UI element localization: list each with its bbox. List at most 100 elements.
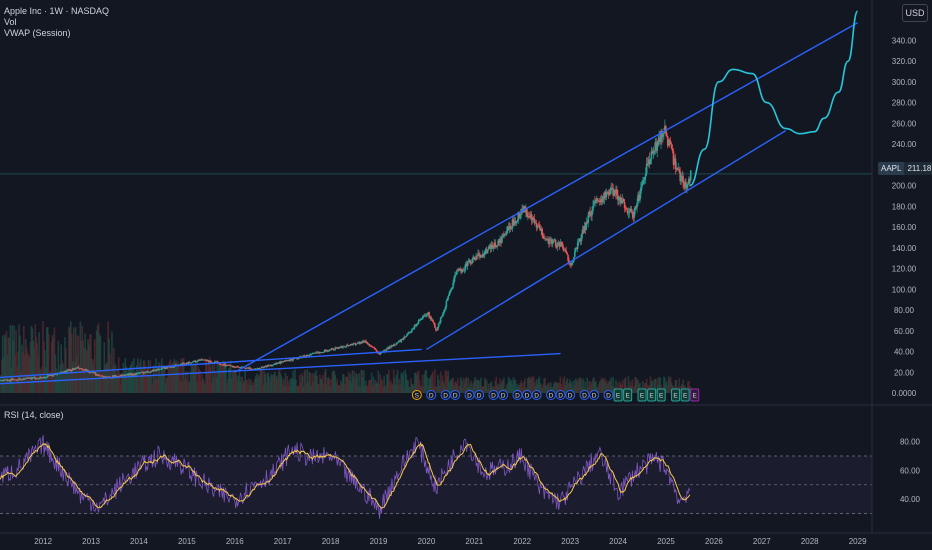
candle-body <box>585 222 588 230</box>
candle-body <box>672 151 675 165</box>
volume-bar <box>342 374 344 393</box>
volume-bar <box>48 374 51 393</box>
volume-bar <box>206 363 208 393</box>
volume-bar <box>321 378 323 393</box>
candle-body <box>283 360 286 362</box>
time-tick-label: 2012 <box>34 537 52 546</box>
candle-body <box>208 360 211 363</box>
projection-path[interactable] <box>689 10 859 187</box>
earnings-marker[interactable] <box>623 388 633 402</box>
dividend-marker[interactable] <box>589 390 600 400</box>
volume-bar <box>688 386 691 393</box>
dividend-marker[interactable] <box>603 390 614 400</box>
candle-body <box>668 140 671 142</box>
volume-bar <box>549 387 551 393</box>
dividend-marker[interactable] <box>488 390 499 400</box>
volume-bar <box>154 379 156 393</box>
volume-bar <box>446 376 449 393</box>
candle-body <box>164 366 167 369</box>
price-tick-label: 0.0000 <box>892 389 917 398</box>
candle-body <box>265 365 268 367</box>
volume-bar <box>349 373 352 393</box>
earnings-marker[interactable] <box>613 388 623 402</box>
candle-body <box>16 379 18 381</box>
dividend-marker[interactable] <box>464 390 475 400</box>
earnings-marker[interactable] <box>680 388 690 402</box>
volume-bar <box>114 365 117 393</box>
dividend-marker[interactable] <box>555 390 566 400</box>
candle-body <box>492 247 495 249</box>
symbol-title[interactable]: Apple Inc · 1W · NASDAQ <box>4 6 110 16</box>
candle-body <box>231 365 234 368</box>
dividend-marker[interactable] <box>545 390 556 400</box>
vwap-legend[interactable]: VWAP (Session) <box>4 28 71 38</box>
earnings-marker[interactable] <box>690 388 700 402</box>
dividend-marker[interactable] <box>579 390 590 400</box>
candle-body <box>46 375 49 377</box>
volume-bar <box>427 385 429 393</box>
trendline[interactable] <box>234 22 858 373</box>
volume-legend[interactable]: Vol <box>4 17 17 27</box>
dividend-marker[interactable] <box>450 390 461 400</box>
dividend-marker[interactable] <box>426 390 437 400</box>
candle-body <box>266 365 268 367</box>
volume-bar <box>415 374 418 393</box>
price-tick-label: 220.00 <box>892 161 917 170</box>
candle-body <box>391 345 394 347</box>
split-marker[interactable] <box>411 390 422 400</box>
volume-bar <box>202 378 204 393</box>
trendline[interactable] <box>0 348 422 379</box>
candle-body <box>621 199 624 200</box>
candle-body <box>129 373 131 375</box>
trendline[interactable] <box>0 352 561 385</box>
candle-body <box>551 241 554 244</box>
trendline[interactable] <box>426 130 787 351</box>
projection-curve[interactable] <box>689 10 859 187</box>
candle-body <box>579 238 582 242</box>
candle-body <box>482 253 485 256</box>
candle-body <box>487 246 490 250</box>
time-tick-label: 2016 <box>226 537 244 546</box>
candle-body <box>626 209 629 214</box>
earnings-marker[interactable] <box>647 388 657 402</box>
volume-bar <box>592 378 594 393</box>
time-tick-label: 2029 <box>849 537 867 546</box>
earnings-marker[interactable] <box>671 388 681 402</box>
dividend-marker[interactable] <box>512 390 523 400</box>
earnings-marker[interactable] <box>637 388 647 402</box>
rsi-title[interactable]: RSI (14, close) <box>4 410 64 420</box>
event-marker-label: D <box>534 393 539 400</box>
candle-body <box>599 199 602 202</box>
volume-bar <box>69 321 72 393</box>
dividend-marker[interactable] <box>498 390 509 400</box>
dividend-marker[interactable] <box>440 390 451 400</box>
candle-body <box>326 349 329 352</box>
candle-body <box>633 210 635 218</box>
volume-bar <box>275 375 278 393</box>
candle-body <box>103 376 106 378</box>
dividend-marker[interactable] <box>474 390 485 400</box>
price-tick-label: 140.00 <box>892 244 917 253</box>
volume-bar <box>424 371 427 393</box>
event-marker-label: D <box>592 393 597 400</box>
candle-body <box>284 360 287 362</box>
earnings-marker[interactable] <box>656 388 666 402</box>
trendlines[interactable] <box>0 22 858 385</box>
volume-bar <box>297 386 299 393</box>
candle-body <box>193 360 196 362</box>
dividend-marker[interactable] <box>522 390 533 400</box>
price-axis[interactable]: 340.00 320.00 300.00 280.00 260.00 240.00 220.… <box>892 36 917 398</box>
candle-body <box>239 367 242 368</box>
candle-body <box>454 275 456 278</box>
volume-bar <box>298 375 301 393</box>
dividend-marker[interactable] <box>565 390 576 400</box>
dividend-marker[interactable] <box>531 390 542 400</box>
rsi-axis[interactable]: 80.00 60.00 40.00 <box>900 438 921 505</box>
volume-bar <box>29 341 32 393</box>
currency-button[interactable]: USD <box>902 4 928 22</box>
candle-body <box>158 369 160 371</box>
volume-bar <box>312 381 314 393</box>
